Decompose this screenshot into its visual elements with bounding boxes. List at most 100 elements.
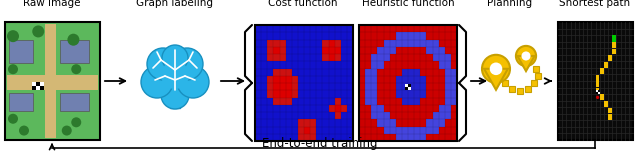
Bar bbox=[9, 40, 33, 63]
Bar bbox=[268, 90, 273, 97]
Bar bbox=[292, 61, 298, 69]
Bar bbox=[323, 90, 328, 97]
Bar bbox=[298, 47, 304, 54]
Bar bbox=[335, 83, 340, 90]
Bar bbox=[531, 80, 537, 86]
Circle shape bbox=[71, 117, 81, 127]
Bar bbox=[45, 24, 56, 138]
Bar bbox=[298, 39, 304, 47]
Bar bbox=[261, 39, 268, 47]
Bar bbox=[323, 76, 328, 83]
Bar bbox=[383, 112, 390, 119]
Bar bbox=[335, 32, 340, 39]
Bar bbox=[365, 105, 371, 112]
Bar bbox=[595, 90, 598, 92]
Bar bbox=[390, 76, 396, 83]
Bar bbox=[323, 39, 328, 47]
Bar bbox=[316, 39, 323, 47]
Bar bbox=[7, 75, 98, 90]
Bar bbox=[335, 25, 340, 32]
Bar bbox=[383, 47, 390, 54]
Circle shape bbox=[177, 66, 209, 98]
Bar bbox=[600, 68, 604, 74]
Bar bbox=[451, 54, 457, 61]
Bar bbox=[390, 134, 396, 141]
Bar bbox=[604, 101, 608, 107]
Bar bbox=[365, 127, 371, 134]
Bar bbox=[255, 47, 261, 54]
Bar bbox=[359, 112, 365, 119]
Bar bbox=[525, 86, 531, 92]
Bar bbox=[261, 69, 268, 76]
Bar bbox=[426, 90, 433, 97]
Bar bbox=[408, 134, 414, 141]
Bar bbox=[390, 105, 396, 112]
Bar bbox=[298, 69, 304, 76]
Bar bbox=[310, 112, 316, 119]
Bar bbox=[408, 119, 414, 127]
Bar bbox=[31, 82, 36, 86]
Bar bbox=[426, 127, 433, 134]
Bar bbox=[438, 90, 445, 97]
Bar bbox=[255, 69, 261, 76]
Bar bbox=[340, 32, 347, 39]
Circle shape bbox=[8, 64, 18, 74]
Bar bbox=[402, 61, 408, 69]
Bar bbox=[600, 94, 604, 100]
Bar bbox=[612, 49, 616, 54]
Bar bbox=[378, 90, 383, 97]
Bar bbox=[285, 25, 292, 32]
Bar bbox=[285, 97, 292, 105]
Bar bbox=[285, 32, 292, 39]
Bar bbox=[310, 90, 316, 97]
Bar bbox=[390, 127, 396, 134]
Bar bbox=[390, 54, 396, 61]
Bar bbox=[323, 69, 328, 76]
Bar bbox=[268, 76, 273, 83]
Bar bbox=[285, 61, 292, 69]
Bar bbox=[359, 25, 365, 32]
Bar bbox=[255, 54, 261, 61]
Bar bbox=[408, 127, 414, 134]
Bar bbox=[323, 127, 328, 134]
Bar bbox=[378, 105, 383, 112]
Bar bbox=[371, 69, 378, 76]
Bar bbox=[298, 76, 304, 83]
Bar bbox=[433, 32, 438, 39]
Bar bbox=[612, 42, 616, 48]
Bar bbox=[310, 83, 316, 90]
Bar bbox=[405, 87, 408, 90]
Bar bbox=[261, 54, 268, 61]
Bar bbox=[40, 82, 44, 86]
Bar bbox=[426, 54, 433, 61]
Bar bbox=[323, 83, 328, 90]
Bar bbox=[408, 76, 414, 83]
Bar bbox=[261, 127, 268, 134]
Bar bbox=[426, 105, 433, 112]
Bar bbox=[433, 119, 438, 127]
Bar bbox=[335, 61, 340, 69]
Bar bbox=[268, 61, 273, 69]
Bar bbox=[292, 32, 298, 39]
Bar bbox=[365, 32, 371, 39]
Bar bbox=[347, 69, 353, 76]
Bar bbox=[383, 32, 390, 39]
Bar bbox=[378, 119, 383, 127]
Bar bbox=[598, 90, 600, 92]
Bar bbox=[323, 97, 328, 105]
Bar bbox=[402, 97, 408, 105]
Bar bbox=[383, 39, 390, 47]
Bar bbox=[390, 83, 396, 90]
Bar bbox=[438, 39, 445, 47]
Bar bbox=[451, 69, 457, 76]
Circle shape bbox=[522, 51, 531, 61]
Bar bbox=[365, 83, 371, 90]
Bar bbox=[298, 119, 304, 127]
Bar bbox=[273, 32, 280, 39]
Bar bbox=[316, 112, 323, 119]
Bar bbox=[365, 25, 371, 32]
Bar bbox=[323, 61, 328, 69]
Bar bbox=[383, 105, 390, 112]
Bar bbox=[328, 90, 335, 97]
Bar bbox=[268, 25, 273, 32]
